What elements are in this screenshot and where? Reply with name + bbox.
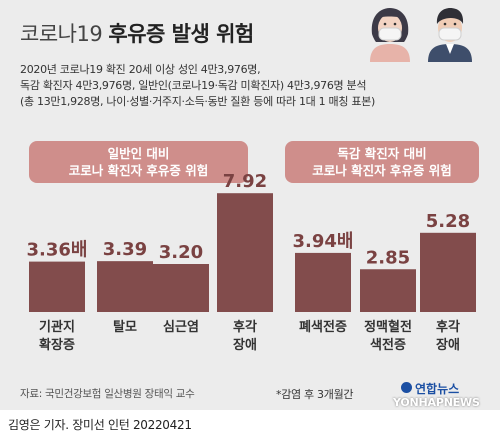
chart-2-value-label: 3.94배: [293, 231, 354, 252]
description-line: (총 13만1,928명, 나이·성별·거주지·소득·동반 질환 등에 따라 1…: [20, 95, 376, 108]
chart-1-bar: [217, 193, 273, 312]
chart-1-bar: [153, 264, 209, 312]
title-main: 후유증 발생 위험: [108, 22, 254, 46]
chart-2-bar: [360, 269, 416, 312]
chart-2-title-line2: 코로나 확진자 후유증 위험: [312, 163, 452, 178]
logo-text-korean: 연합뉴스: [415, 382, 460, 396]
masked-people-illustration: [370, 8, 472, 62]
chart-1-value-label: 3.20: [159, 242, 203, 263]
source-text: 자료: 국민건강보험 일산병원 장태익 교수: [20, 388, 195, 400]
chart-1-bar: [97, 261, 153, 312]
chart-1-bar: [29, 261, 85, 312]
chart-2-category-label: 정맥혈전: [364, 319, 412, 335]
chart-2-value-label: 2.85: [366, 247, 410, 268]
man-with-mask-icon: [428, 8, 472, 62]
chart-2-category-label: 장애: [436, 337, 460, 353]
page-title: 코로나19 후유증 발생 위험: [20, 18, 254, 48]
woman-with-mask-icon: [370, 8, 410, 62]
chart-2-category-label: 색전증: [370, 337, 406, 353]
chart-2-header: 독감 확진자 대비 코로나 확진자 후유증 위험: [285, 141, 479, 183]
chart-1-category-label: 기관지: [39, 319, 75, 335]
description-line: 독감 확진자 4만3,976명, 일반인(코로나19·독감 미확진자) 4만3,…: [20, 79, 367, 92]
chart-1-header: 일반인 대비 코로나 확진자 후유증 위험: [29, 141, 248, 183]
chart-1-value-label: 3.36배: [27, 240, 88, 261]
footnote-text: *감염 후 3개월간: [276, 388, 354, 401]
logo-text-english: YONHAPNEWS: [393, 396, 480, 409]
chart-2-category-label: 폐색전증: [299, 319, 347, 335]
chart-1-category-label: 장애: [233, 337, 257, 353]
description-line: 2020년 코로나19 확진 20세 이상 성인 4만3,976명,: [20, 63, 261, 76]
yonhap-mark-icon: [401, 382, 412, 393]
chart-2-category-label: 후각: [436, 319, 460, 335]
chart-2-value-label: 5.28: [426, 211, 470, 232]
chart-2-bar: [420, 232, 476, 312]
chart-1-category-label: 후각: [233, 319, 257, 335]
chart-1-value-label: 7.92: [223, 171, 267, 192]
yonhap-logo: 연합뉴스 YONHAPNEWS: [393, 380, 497, 410]
chart-1-category-label: 심근염: [163, 319, 199, 335]
chart-1-title-line2: 코로나 확진자 후유증 위험: [68, 163, 209, 178]
chart-1-category-label: 확장증: [39, 337, 75, 353]
chart-2-bar: [295, 252, 351, 312]
title-prefix: 코로나19: [20, 22, 103, 46]
chart-1-category-label: 탈모: [113, 320, 137, 335]
chart-1-title-line1: 일반인 대비: [107, 146, 170, 161]
chart-2-title-line1: 독감 확진자 대비: [337, 146, 427, 161]
description: 2020년 코로나19 확진 20세 이상 성인 4만3,976명, 독감 확진…: [20, 62, 375, 110]
chart-1-value-label: 3.39: [103, 239, 147, 260]
credit-text: 김영은 기자. 장미선 인턴 20220421: [8, 418, 192, 432]
